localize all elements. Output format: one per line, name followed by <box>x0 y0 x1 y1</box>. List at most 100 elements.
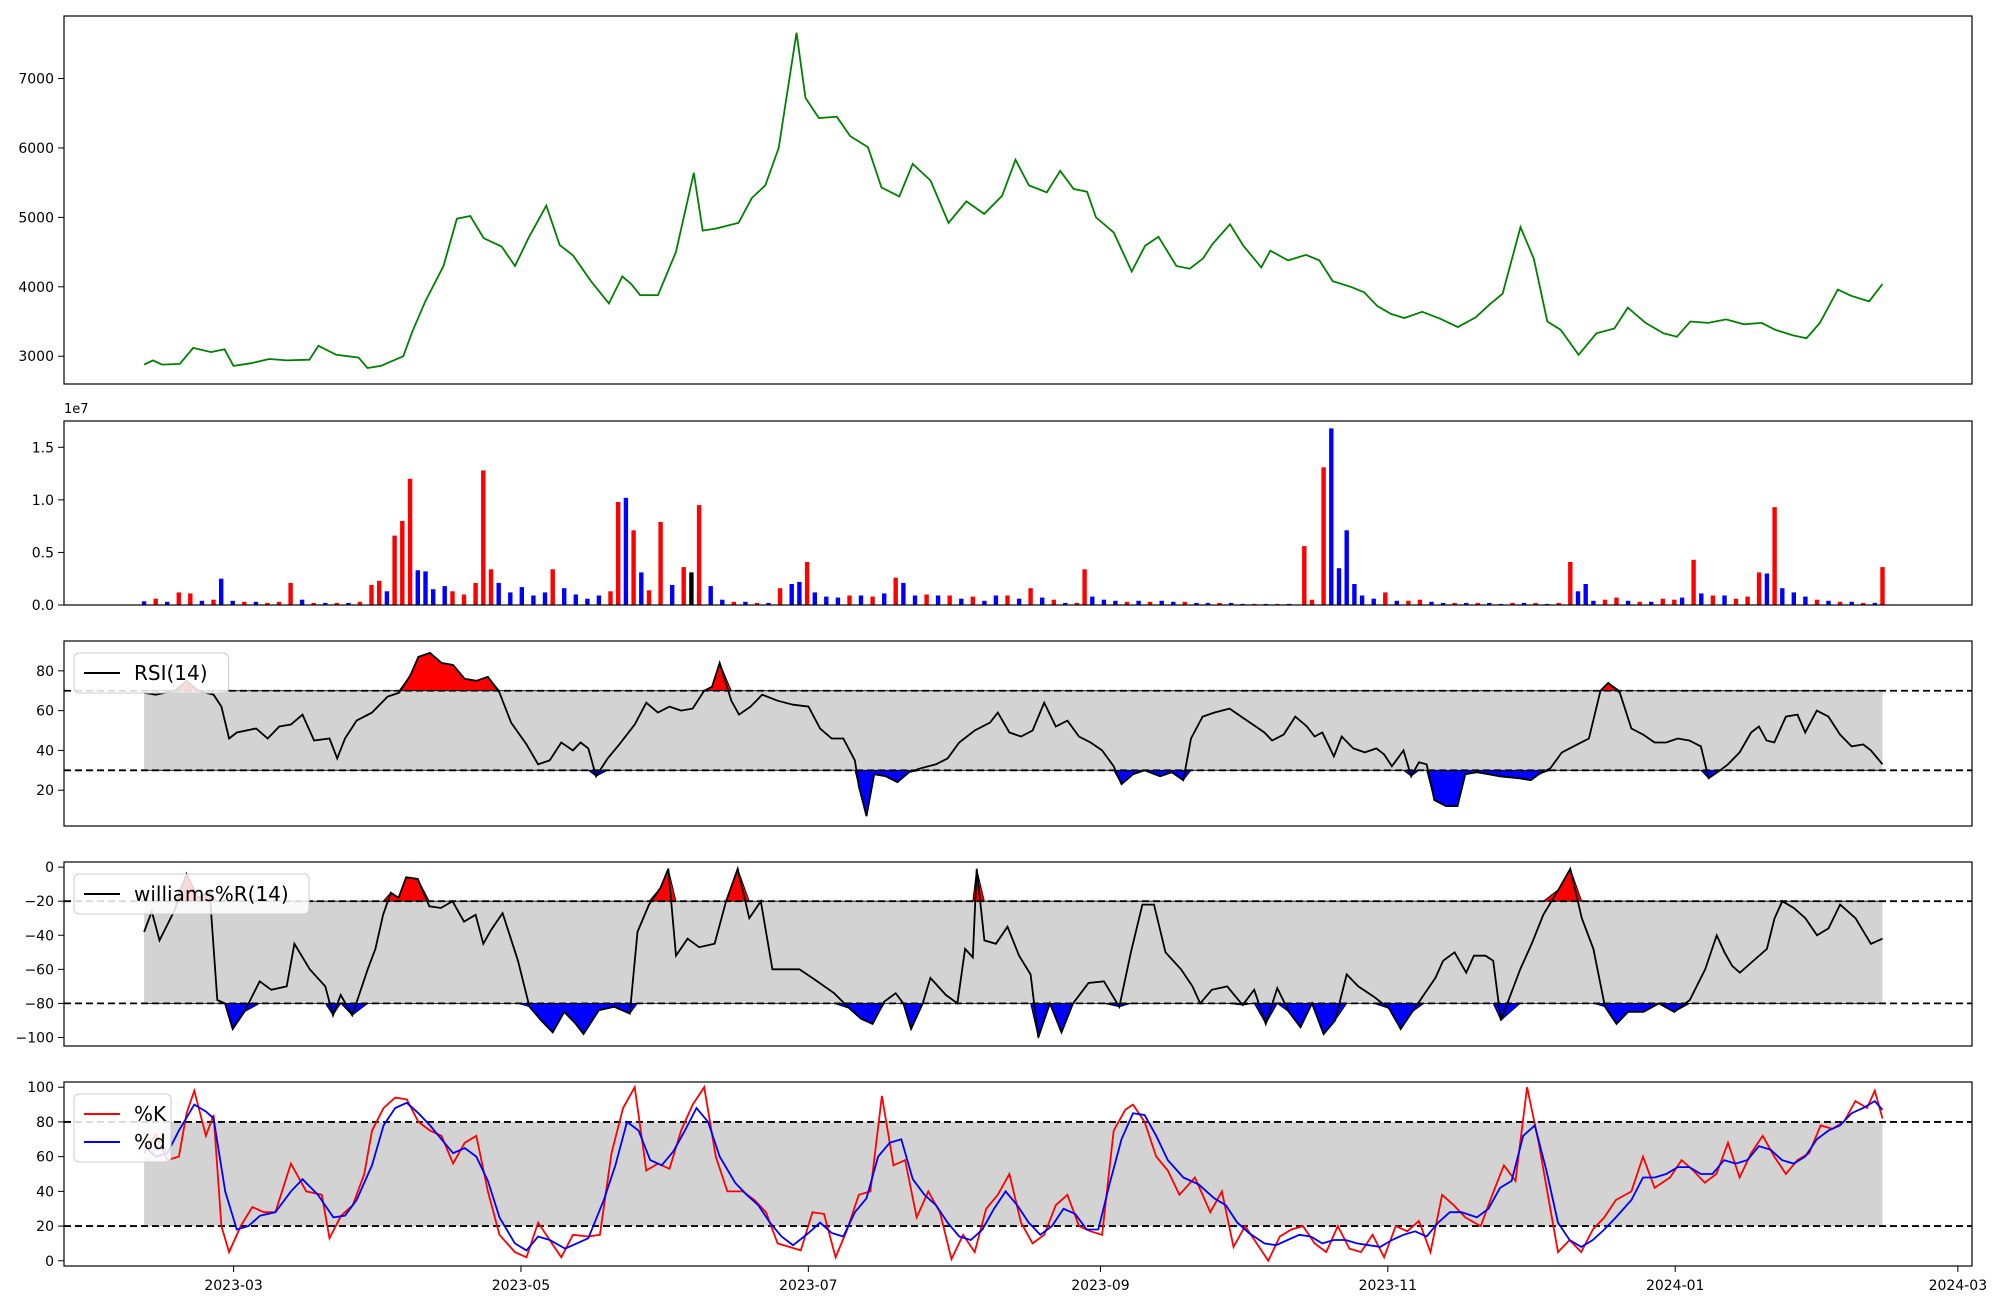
stochastic-legend-box <box>73 1093 172 1163</box>
stochastic-legend-label: %d <box>134 1130 166 1154</box>
volume-bar <box>1344 530 1349 605</box>
stochastic-ytick-label: 40 <box>36 1184 54 1200</box>
volume-bar <box>141 601 147 605</box>
volume-bar <box>1826 600 1831 605</box>
volume-bar <box>1171 601 1176 605</box>
volume-bar <box>1074 602 1080 605</box>
volume-bar <box>1791 592 1796 605</box>
volume-bar <box>573 594 578 605</box>
volume-bar <box>323 602 328 605</box>
volume-ytick-label: 1.0 <box>32 493 54 509</box>
volume-bar <box>473 582 478 605</box>
volume-bar <box>508 592 513 605</box>
volume-bar <box>743 601 748 605</box>
volume-ytick-label: 1.5 <box>32 440 54 456</box>
volume-bar <box>720 599 725 605</box>
volume-bar <box>377 580 382 605</box>
volume-bar <box>1352 584 1357 605</box>
price-ytick-label: 5000 <box>18 210 54 226</box>
price-frame <box>63 15 1973 385</box>
volume-bar <box>1205 602 1211 605</box>
volume-bar <box>1772 507 1777 605</box>
rsi-ytick-label: 40 <box>36 743 54 759</box>
rsi-panel: 20 40 60 80 RSI(14) <box>36 640 1973 827</box>
volume-bar <box>1733 598 1739 605</box>
volume-bar <box>924 594 929 605</box>
volume-bar <box>1016 598 1022 605</box>
volume-bar <box>1440 602 1446 605</box>
volume-bar <box>959 598 964 605</box>
volume-bar <box>1722 595 1727 605</box>
volume-bar <box>1429 601 1434 605</box>
volume-bar <box>1583 584 1588 605</box>
rsi-ytick-label: 80 <box>36 664 54 680</box>
volume-bar <box>562 588 567 605</box>
volume-bar <box>824 596 829 605</box>
volume-bar <box>1880 567 1885 605</box>
stochastic-line-1 <box>143 1084 1884 1263</box>
volume-bar <box>1194 602 1199 605</box>
volume-bar <box>431 589 436 605</box>
volume-bar <box>369 585 374 605</box>
volume-bar <box>265 602 270 605</box>
volume-bar <box>893 577 898 605</box>
volume-bar <box>1159 600 1164 605</box>
volume-bar <box>835 597 841 605</box>
volume-bar <box>1691 559 1696 605</box>
volume-bar <box>153 598 158 605</box>
volume-bar <box>1082 569 1087 605</box>
x-tick-label: 2023-11 <box>1359 1278 1418 1294</box>
volume-bar <box>935 595 941 605</box>
rsi-frame <box>63 640 1973 827</box>
volume-bar <box>188 593 193 605</box>
volume-bar <box>1602 599 1608 605</box>
williams-line-1 <box>143 865 1883 1038</box>
volume-bar <box>1359 595 1365 605</box>
volume-bar <box>777 588 783 605</box>
volume-bar <box>1814 599 1820 605</box>
price-ytick-label: 4000 <box>18 280 54 296</box>
volume-bar <box>970 596 975 605</box>
volume-bar <box>211 599 216 605</box>
volume-bar <box>912 595 918 605</box>
stochastic-ytick-label: 100 <box>27 1080 54 1096</box>
williams-overbought-fill <box>144 867 1883 902</box>
williams-frame <box>63 861 1973 1047</box>
volume-bar <box>1406 600 1411 605</box>
volume-bar <box>1780 588 1785 605</box>
volume-bar <box>1849 601 1854 605</box>
volume-bar <box>1510 602 1515 605</box>
volume-bar <box>670 585 675 605</box>
volume-panel: 0.0 0.5 1.0 1.5 1e7 <box>32 402 1973 614</box>
volume-bar <box>1394 600 1399 605</box>
volume-bar <box>542 592 548 605</box>
volume-bar <box>623 497 629 605</box>
volume-bar <box>346 602 351 605</box>
volume-bar <box>1101 599 1107 605</box>
price-ytick-label: 3000 <box>18 349 54 365</box>
x-tick-label: 2023-09 <box>1071 1278 1130 1294</box>
volume-bar <box>616 502 621 605</box>
volume-bar <box>947 595 952 605</box>
volume-bar <box>708 586 713 605</box>
volume-bar <box>442 586 447 605</box>
x-tick-label: 2023-03 <box>204 1278 263 1294</box>
x-tick-label: 2024-03 <box>1929 1278 1988 1294</box>
volume-bar <box>639 572 644 605</box>
volume-bar <box>253 601 259 605</box>
volume-bar <box>1228 602 1234 605</box>
volume-bar <box>731 601 736 605</box>
volume-bar <box>384 591 390 605</box>
volume-bar <box>1464 602 1469 605</box>
volume-offset-label: 1e7 <box>64 402 89 417</box>
volume-bar <box>797 581 802 605</box>
volume-bar <box>1699 593 1704 605</box>
volume-bar <box>1649 601 1654 605</box>
volume-bar <box>1329 428 1334 605</box>
volume-bar <box>1756 572 1762 605</box>
price-ytick-label: 6000 <box>18 141 54 157</box>
volume-bar <box>199 600 205 605</box>
volume-bar <box>1803 596 1808 605</box>
volume-bar <box>858 595 864 605</box>
volume-ytick-label: 0.0 <box>32 598 54 614</box>
